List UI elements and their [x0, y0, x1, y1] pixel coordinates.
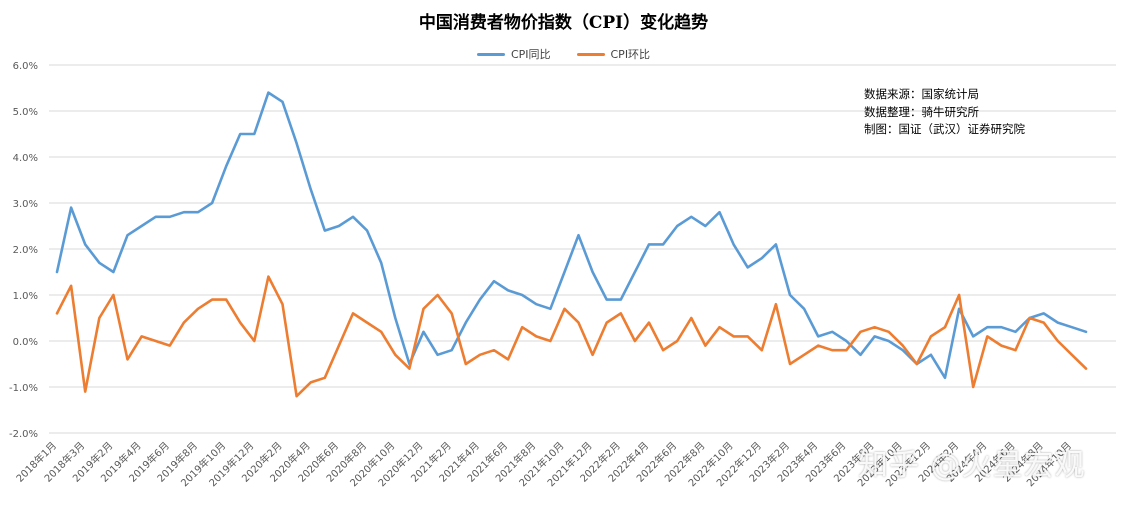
legend-item-yoy: CPI同比 [476, 46, 551, 62]
y-tick-label: 6.0% [13, 61, 38, 72]
y-tick-label: -1.0% [9, 383, 38, 394]
legend-label-yoy: CPI同比 [510, 48, 551, 61]
legend-swatch-mom [576, 52, 605, 56]
legend-swatch-yoy [476, 52, 505, 56]
watermark: 知乎 @火星宏观 [858, 448, 1086, 483]
y-tick-label: 4.0% [13, 153, 38, 164]
chart-title: 中国消费者物价指数（CPI）变化趋势 [418, 13, 709, 33]
source-line-1: 数据来源：国家统计局 [864, 87, 979, 101]
y-tick-label: 5.0% [13, 107, 38, 118]
legend-item-mom: CPI环比 [576, 46, 651, 62]
legend-label-mom: CPI环比 [610, 48, 651, 61]
source-line-3: 制图：国证（武汉）证券研究院 [864, 122, 1025, 136]
legend: CPI同比 CPI环比 [0, 46, 1127, 62]
y-tick-label: 3.0% [13, 199, 38, 210]
y-tick-label: -2.0% [9, 429, 38, 440]
y-tick-label: 0.0% [13, 337, 38, 348]
y-tick-label: 2.0% [13, 245, 38, 256]
series-line-mom [55, 275, 1088, 398]
source-note: 数据来源：国家统计局 数据整理：骑牛研究所 制图：国证（武汉）证券研究院 [864, 86, 1025, 139]
source-line-2: 数据整理：骑牛研究所 [864, 104, 979, 119]
y-tick-label: 1.0% [13, 291, 38, 302]
